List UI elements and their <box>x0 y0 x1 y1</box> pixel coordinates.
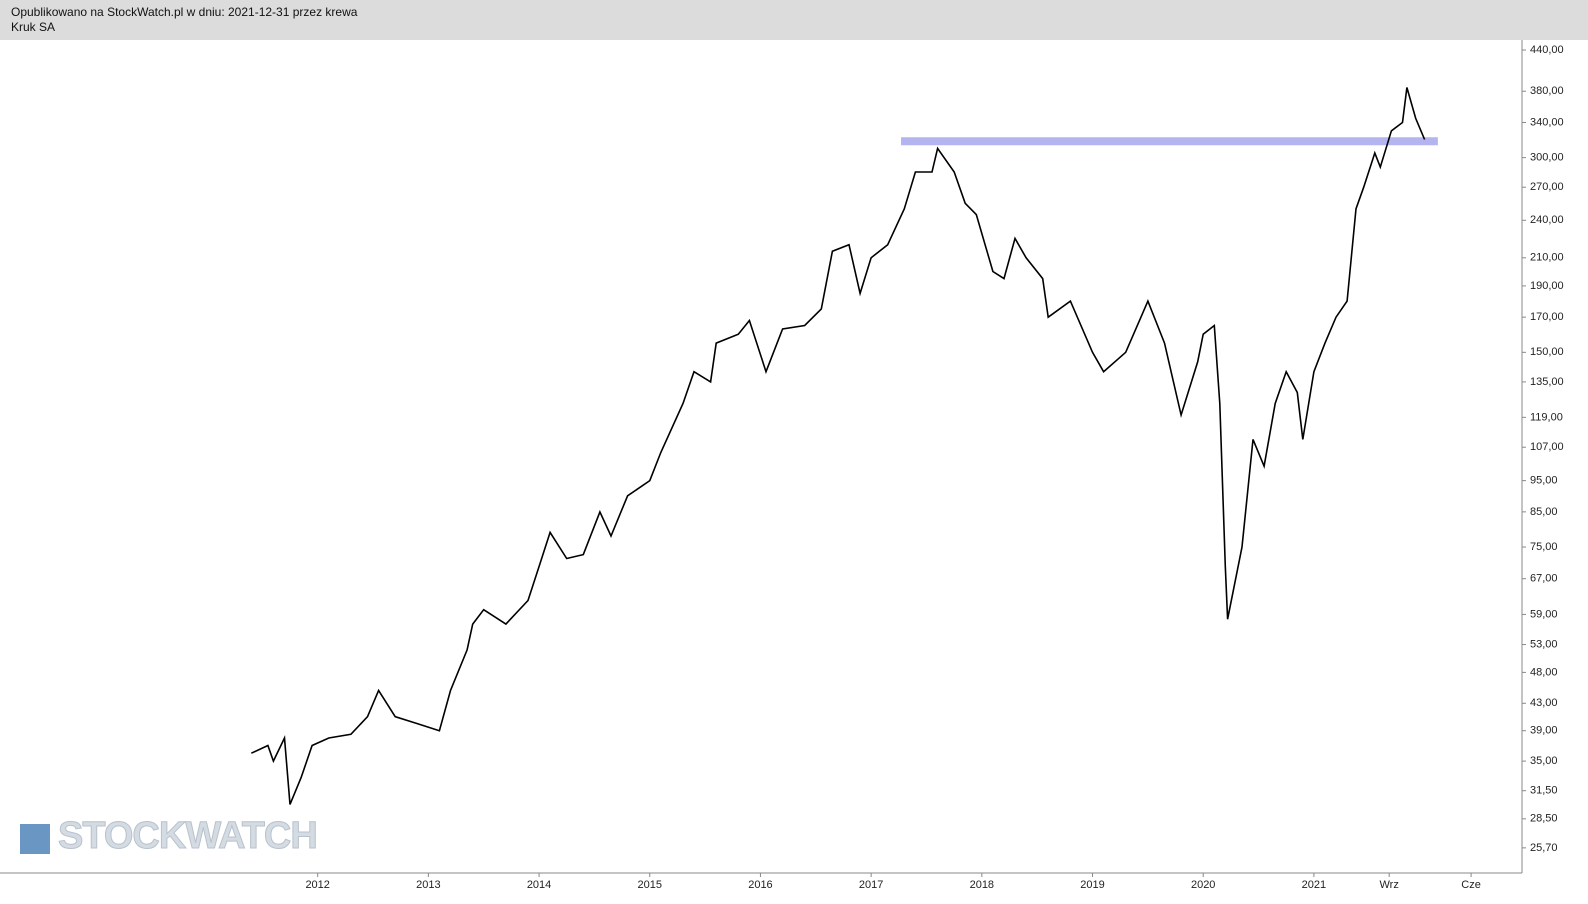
watermark: STOCKWATCH <box>58 815 317 857</box>
y-tick-label: 67,00 <box>1530 573 1558 585</box>
x-tick-label: 2020 <box>1191 879 1215 891</box>
y-tick-label: 25,70 <box>1530 842 1558 854</box>
y-tick-label: 53,00 <box>1530 638 1558 650</box>
x-tick-label: 2021 <box>1302 879 1326 891</box>
x-tick-label: Wrz <box>1379 879 1398 891</box>
x-tick-label: 2013 <box>416 879 440 891</box>
y-tick-label: 35,00 <box>1530 755 1558 767</box>
chart: STOCKWATCH 440,00 380,00 340,00 300,00 270,0… <box>0 40 1564 891</box>
y-tick-label: 380,00 <box>1530 85 1564 97</box>
y-tick-label: 75,00 <box>1530 541 1558 553</box>
x-tick-label: 2019 <box>1080 879 1104 891</box>
y-tick-label: 107,00 <box>1530 441 1564 453</box>
y-tick-label: 340,00 <box>1530 116 1564 128</box>
x-tick-label: Cze <box>1461 879 1481 891</box>
y-tick-label: 170,00 <box>1530 311 1564 323</box>
y-tick-label: 270,00 <box>1530 181 1564 193</box>
header: Opublikowano na StockWatch.pl w dniu: 20… <box>0 0 1588 40</box>
instrument-name: Kruk SA <box>11 20 56 34</box>
x-tick-label: 2012 <box>305 879 329 891</box>
y-tick-label: 59,00 <box>1530 608 1558 620</box>
y-tick-label: 28,50 <box>1530 813 1558 825</box>
y-tick-label: 240,00 <box>1530 214 1564 226</box>
y-tick-label: 135,00 <box>1530 376 1564 388</box>
y-tick-label: 300,00 <box>1530 152 1564 164</box>
x-tick-label: 2016 <box>748 879 772 891</box>
y-tick-label: 210,00 <box>1530 252 1564 264</box>
y-tick-label: 48,00 <box>1530 666 1558 678</box>
y-tick-label: 95,00 <box>1530 475 1558 487</box>
published-note: Opublikowano na StockWatch.pl w dniu: 20… <box>11 5 358 19</box>
y-tick-label: 440,00 <box>1530 44 1564 56</box>
x-tick-label: 2017 <box>859 879 883 891</box>
y-tick-label: 190,00 <box>1530 280 1564 292</box>
y-tick-label: 31,50 <box>1530 785 1558 797</box>
y-tick-label: 39,00 <box>1530 725 1558 737</box>
x-tick-label: 2015 <box>638 879 662 891</box>
x-tick-label: 2018 <box>970 879 994 891</box>
y-tick-label: 119,00 <box>1530 411 1563 423</box>
y-tick-label: 85,00 <box>1530 506 1558 518</box>
watermark-icon <box>20 824 50 854</box>
x-tick-label: 2014 <box>527 879 551 891</box>
price-line <box>250 87 1426 805</box>
y-tick-label: 150,00 <box>1530 346 1564 358</box>
y-tick-label: 43,00 <box>1530 697 1558 709</box>
